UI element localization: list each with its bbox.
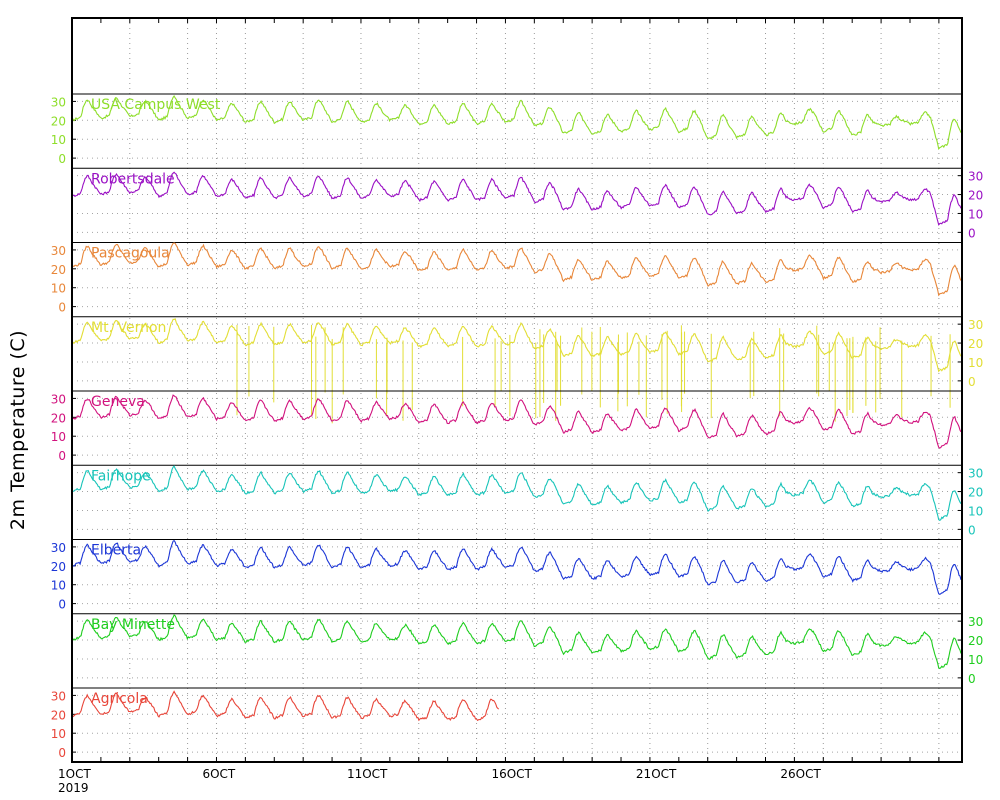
station-label: Elberta	[91, 543, 141, 559]
series-line	[71, 465, 962, 521]
y-tick-label: 20	[51, 411, 66, 425]
y-tick-label: 0	[968, 523, 976, 537]
y-tick-label: 0	[58, 598, 66, 612]
y-tick-label: 10	[968, 356, 983, 370]
y-tick-label: 0	[58, 746, 66, 760]
y-tick-label: 30	[51, 392, 66, 406]
y-tick-label: 10	[51, 133, 66, 147]
series-line	[71, 394, 962, 449]
y-tick-label: 30	[968, 467, 983, 481]
y-tick-label: 30	[51, 541, 66, 555]
y-tick-label: 30	[968, 318, 983, 332]
plot-frame	[71, 17, 963, 763]
x-tick-label: 1OCT	[58, 767, 91, 781]
series-line	[71, 171, 962, 226]
x-tick-label: 26OCT	[780, 767, 821, 781]
y-tick-label: 30	[51, 689, 66, 703]
series-line	[71, 690, 500, 722]
y-tick-label: 0	[968, 672, 976, 686]
y-tick-label: 0	[58, 449, 66, 463]
y-tick-label: 20	[968, 337, 983, 351]
station-label: Bay Minette	[91, 617, 175, 633]
y-tick-label: 10	[51, 727, 66, 741]
y-tick-label: 10	[51, 430, 66, 444]
station-label: Mt. Vernon	[91, 320, 166, 336]
y-tick-label: 10	[968, 207, 983, 221]
y-tick-label: 0	[58, 301, 66, 315]
y-tick-label: 10	[51, 282, 66, 296]
y-tick-label: 20	[51, 560, 66, 574]
series-line	[71, 242, 962, 297]
y-tick-label: 20	[968, 486, 983, 500]
y-tick-label: 10	[968, 653, 983, 667]
y-tick-label: 0	[968, 375, 976, 389]
y-tick-label: 0	[968, 226, 976, 240]
x-tick-sublabel: 2019	[58, 781, 89, 795]
series-line	[71, 539, 962, 596]
y-tick-label: 30	[968, 615, 983, 629]
series-line	[71, 94, 962, 150]
y-tick-label: 30	[51, 244, 66, 258]
y-tick-label: 20	[968, 634, 983, 648]
station-label: Geneva	[91, 394, 145, 410]
y-tick-label: 0	[58, 152, 66, 166]
y-tick-label: 30	[968, 170, 983, 184]
station-label: Agricola	[91, 691, 148, 707]
y-axis-label: 2m Temperature (C)	[7, 329, 29, 531]
y-tick-label: 10	[968, 504, 983, 518]
x-tick-label: 16OCT	[491, 767, 532, 781]
plot-background	[72, 18, 962, 762]
station-label: Robertsdale	[91, 171, 175, 187]
y-tick-label: 20	[968, 189, 983, 203]
x-tick-label: 6OCT	[202, 767, 235, 781]
station-label: Pascagoula	[91, 246, 170, 262]
y-tick-label: 10	[51, 579, 66, 593]
series-line	[71, 318, 962, 373]
y-tick-label: 20	[51, 263, 66, 277]
y-tick-label: 20	[51, 708, 66, 722]
station-label: USA Campus West	[91, 97, 221, 113]
station-label: Fairhope	[91, 468, 151, 484]
x-tick-label: 11OCT	[347, 767, 388, 781]
x-tick-label: 21OCT	[636, 767, 677, 781]
y-tick-label: 20	[51, 114, 66, 128]
y-tick-label: 30	[51, 95, 66, 109]
series-line	[71, 614, 962, 670]
